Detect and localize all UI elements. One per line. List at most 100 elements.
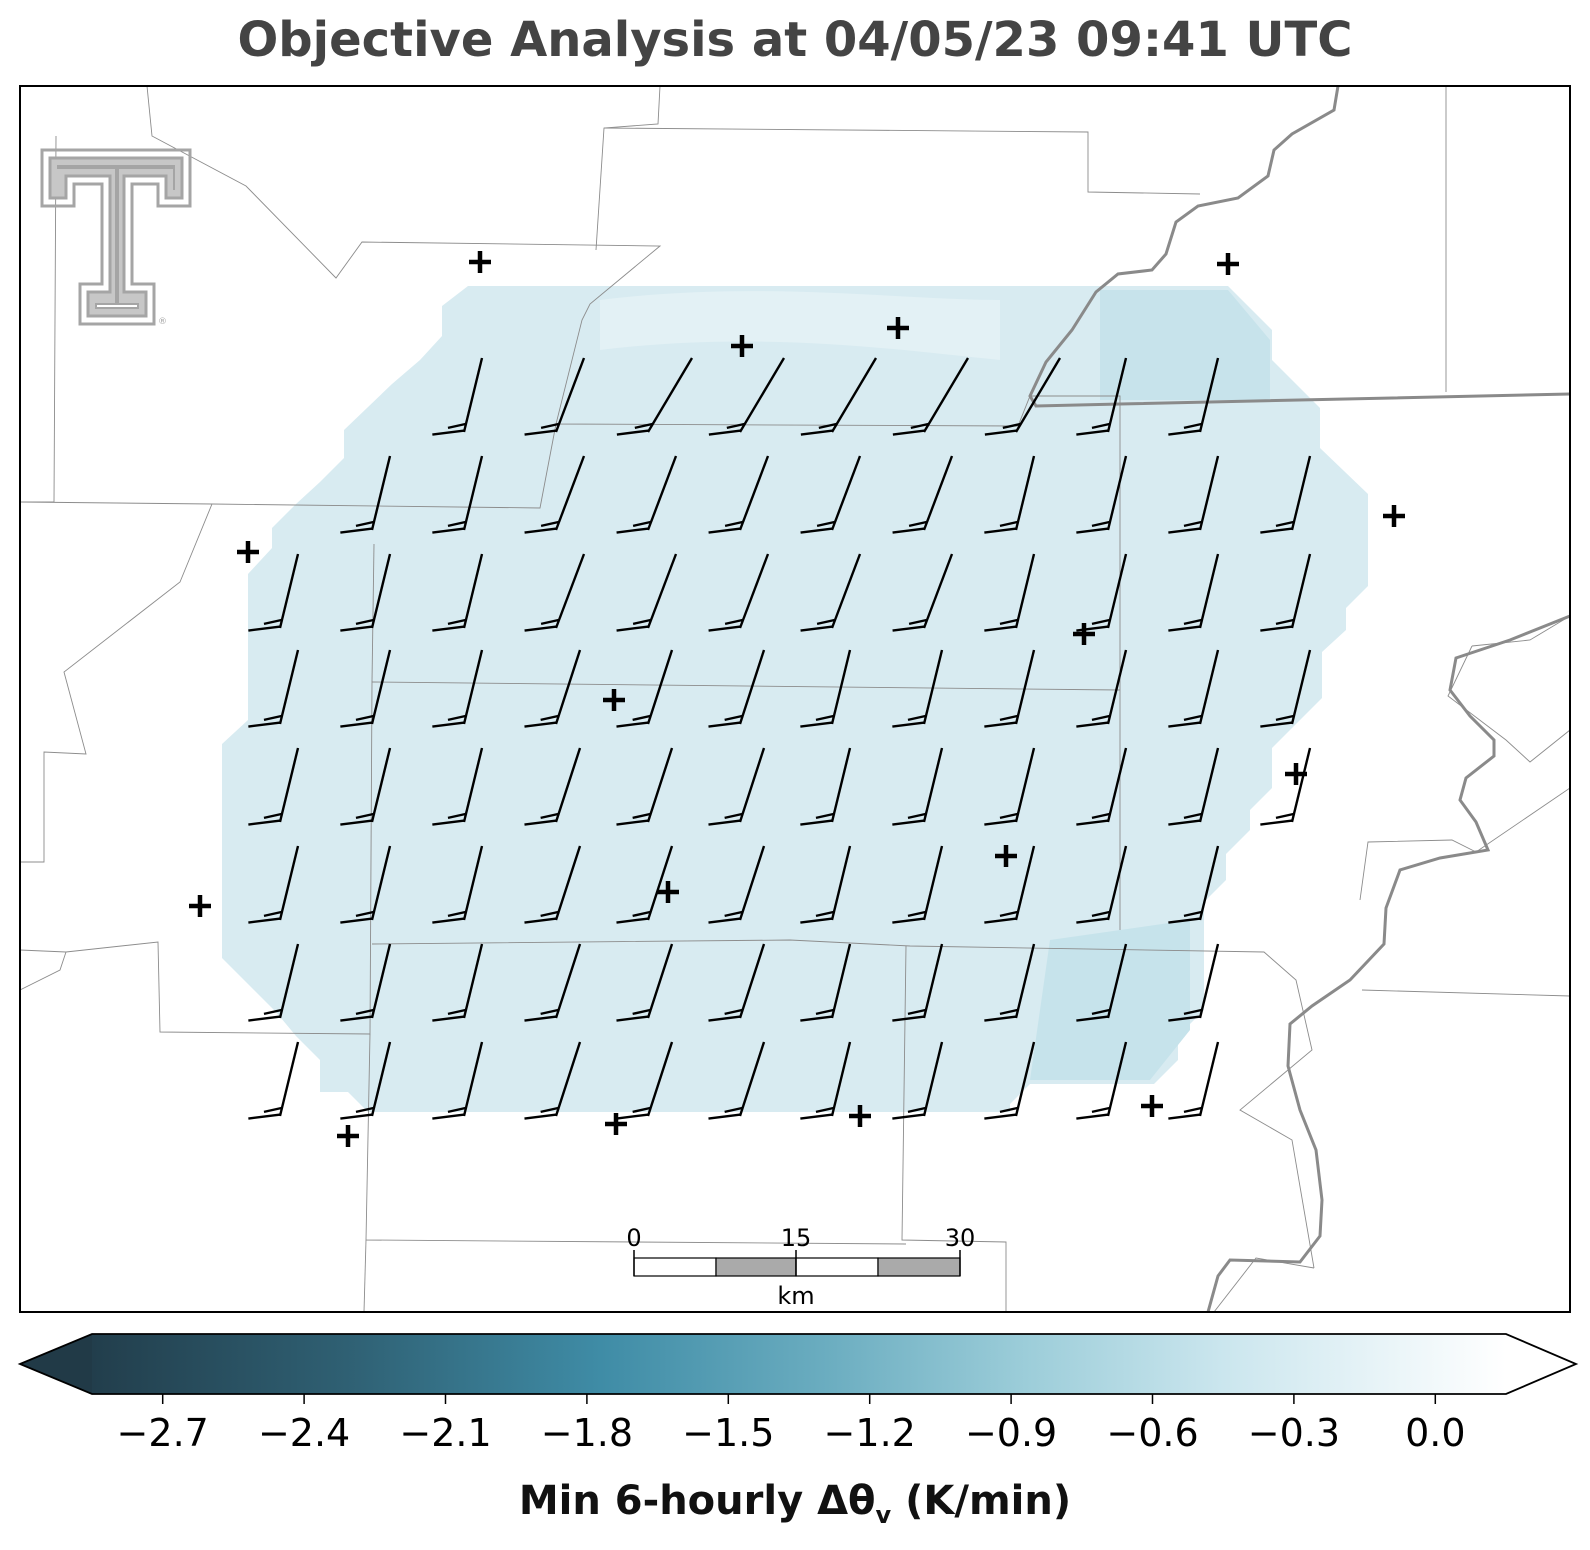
wind-barb-flag <box>263 1008 283 1016</box>
wind-barb-flag <box>999 1008 1019 1016</box>
wind-barb-shaft <box>462 357 484 433</box>
wind-barb-flag <box>447 910 467 918</box>
wind-barb-flag <box>432 1015 465 1022</box>
wind-barb-shaft <box>738 943 766 1019</box>
wind-barb-shaft <box>922 747 944 823</box>
wind-barb-flag <box>616 721 649 728</box>
wind-barb-shaft <box>370 553 392 629</box>
colorbar-extend-high <box>1506 1334 1576 1394</box>
colorbar-body <box>92 1334 1506 1394</box>
field-light-patch <box>600 291 1000 360</box>
wind-barb-flag <box>340 819 373 826</box>
wind-barb-flag <box>340 1113 373 1120</box>
wind-barb-shaft <box>1106 1041 1128 1117</box>
wind-barb-shaft <box>1014 455 1036 531</box>
wind-barb-shaft <box>554 455 586 531</box>
wind-barb-shaft <box>646 943 674 1019</box>
wind-barb-flag <box>263 910 283 918</box>
wind-barb-flag <box>248 1113 281 1120</box>
wind-barb-shaft <box>1198 747 1220 823</box>
wind-barb-shaft <box>462 1041 484 1117</box>
colorbar-tick-label: −2.4 <box>258 1411 350 1455</box>
wind-barb-shaft <box>922 1041 944 1117</box>
wind-barb-flag <box>907 1106 927 1114</box>
colorbar-extend-low <box>20 1334 92 1394</box>
wind-barb-shaft <box>922 649 944 725</box>
wind-barb-flag <box>524 819 557 826</box>
wind-barb-flag <box>263 1106 283 1114</box>
wind-barb-flag <box>908 618 928 626</box>
wind-barb-flag <box>616 527 649 534</box>
wind-barb-shaft <box>1290 649 1312 725</box>
colorbar-ticks: −2.7 −2.4 −2.1 −1.8 −1.5 −1.2 −0.9 −0.6 −0.3 0.0 <box>117 1394 1466 1455</box>
wind-barb-shaft <box>1198 553 1220 629</box>
wind-barb-shaft <box>646 845 674 921</box>
wind-barb-flag <box>708 429 742 436</box>
wind-barb-shaft <box>738 553 770 629</box>
wind-barb-flag <box>447 1106 467 1114</box>
wind-barb-shaft <box>1106 649 1128 725</box>
wind-barb-flag <box>984 1113 1017 1120</box>
wind-barb-shaft <box>1014 845 1036 921</box>
wind-barb-flag <box>616 917 649 924</box>
wind-barb-flag <box>524 429 557 436</box>
wind-barb-shaft <box>646 455 678 531</box>
wind-barb-flag <box>815 910 835 918</box>
wind-barb-flag <box>892 1015 925 1022</box>
wind-barb-flag <box>1275 520 1295 528</box>
wind-barb-flag <box>540 520 560 528</box>
wind-barb-flag <box>815 1106 835 1114</box>
wind-barb-flag <box>1076 917 1109 924</box>
wind-barb-flag <box>432 917 465 924</box>
wind-barb-flag <box>708 1113 741 1120</box>
wind-barb-shaft <box>278 553 300 629</box>
wind-barb-flag <box>1183 618 1203 626</box>
map-frame <box>19 85 1571 1313</box>
wind-barb-flag <box>634 422 654 430</box>
wind-barb-shaft <box>462 747 484 823</box>
wind-barb-flag <box>540 812 559 820</box>
wind-barb-shaft <box>554 747 582 823</box>
wind-barb-flag <box>1168 917 1201 924</box>
wind-barb-shaft <box>462 455 484 531</box>
wind-barb-shaft <box>370 649 392 725</box>
wind-barb-shaft <box>1014 1041 1036 1117</box>
wind-barbs <box>248 357 1312 1120</box>
wind-barb-flag <box>432 819 465 826</box>
wind-barb-shaft <box>370 455 392 531</box>
wind-barb-flag <box>1260 721 1293 728</box>
wind-barb-shaft <box>830 845 852 921</box>
wind-barb-flag <box>708 721 741 728</box>
wind-barb-shaft <box>1014 649 1036 725</box>
wind-barb-flag <box>355 1106 375 1114</box>
wind-barb-flag <box>432 721 465 728</box>
wind-barb-flag <box>724 812 743 820</box>
wind-barb-flag <box>800 721 833 728</box>
wind-barb-flag <box>524 527 557 534</box>
wind-barb-flag <box>815 714 835 722</box>
wind-barb-shaft <box>1198 943 1220 1019</box>
wind-barb-shaft <box>646 649 674 725</box>
wind-barb-flag <box>999 1106 1019 1114</box>
wind-barb-shaft <box>554 1041 582 1117</box>
wind-barb-shaft <box>462 845 484 921</box>
wind-barb-flag <box>1091 422 1111 430</box>
wind-barb-flag <box>999 618 1019 626</box>
wind-barb-shaft <box>830 1041 852 1117</box>
wind-barb-flag <box>632 1106 651 1114</box>
wind-barb-shaft <box>830 357 878 433</box>
wind-barb-shaft <box>922 553 954 629</box>
wind-barb-flag <box>708 819 741 826</box>
wind-barb-shaft <box>1290 455 1312 531</box>
wind-barb-flag <box>447 422 467 430</box>
wind-barb-flag <box>984 527 1017 534</box>
wind-barb-flag <box>447 520 467 528</box>
wind-barb-flag <box>432 527 465 534</box>
wind-barb-flag <box>1076 1113 1109 1120</box>
wind-barb-flag <box>340 1015 373 1022</box>
wind-barb-flag <box>248 625 281 632</box>
wind-barb-flag <box>340 625 373 632</box>
colorbar-outline <box>17 1333 1579 1395</box>
field-dark-patch <box>1100 290 1270 400</box>
wind-barb-flag <box>800 527 833 534</box>
